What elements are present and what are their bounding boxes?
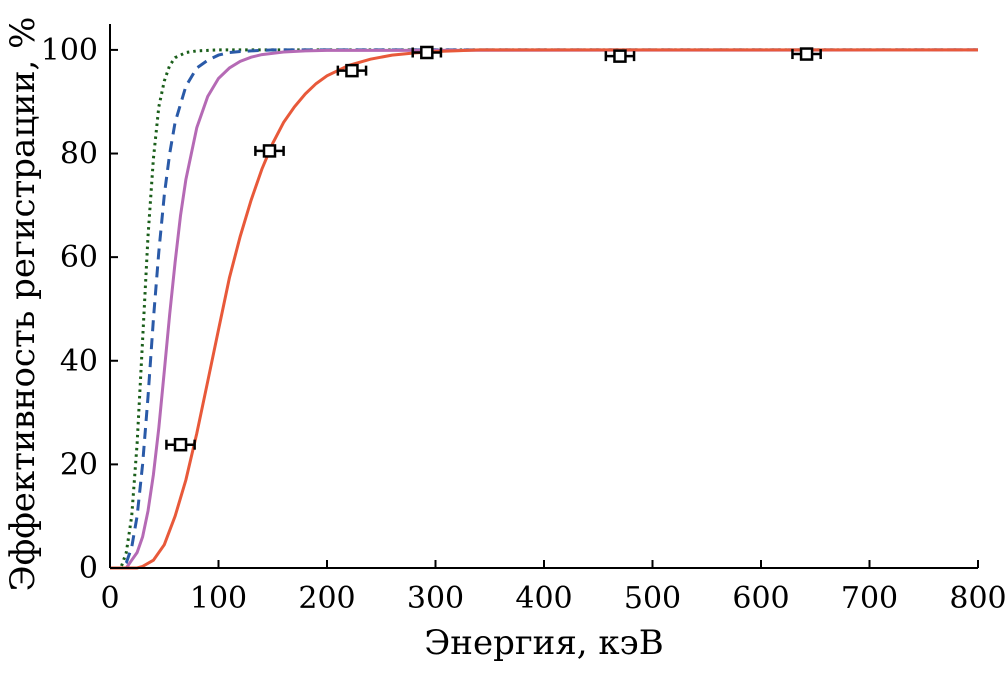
series-line-4 xyxy=(110,48,978,570)
x-tick-label: 400 xyxy=(515,581,572,616)
data-point xyxy=(604,49,636,63)
x-tick-label: 500 xyxy=(624,581,681,616)
y-tick-label: 40 xyxy=(60,344,98,379)
x-tick-label: 300 xyxy=(407,581,464,616)
square-marker xyxy=(799,47,814,61)
series-line-3 xyxy=(110,48,979,570)
x-tick-label: 600 xyxy=(732,581,789,616)
data-point xyxy=(336,63,368,78)
x-tick-label: 100 xyxy=(190,581,247,616)
y-tick-label: 80 xyxy=(60,137,98,172)
square-marker xyxy=(173,437,188,452)
series-line-2 xyxy=(110,48,978,570)
square-marker xyxy=(262,144,277,158)
data-point xyxy=(791,47,822,61)
data-points-layer xyxy=(165,45,822,452)
data-point xyxy=(254,144,285,158)
square-marker xyxy=(345,63,359,78)
x-tick-label: 800 xyxy=(949,581,1006,616)
series-line-1 xyxy=(110,48,978,570)
data-point xyxy=(411,45,443,60)
square-marker xyxy=(613,49,627,63)
y-tick-label: 100 xyxy=(41,33,98,68)
y-tick-label: 0 xyxy=(79,551,98,586)
y-axis-title: Эффективность регистрации, % xyxy=(3,17,43,592)
y-tick-label: 20 xyxy=(60,447,98,482)
x-axis-title: Энергия, кэВ xyxy=(424,623,663,663)
square-marker xyxy=(420,45,434,60)
x-tick-label: 0 xyxy=(100,581,119,616)
x-tick-label: 700 xyxy=(841,581,898,616)
x-ticks: 0 100 200 300 400 500 600 700 800 xyxy=(100,560,1007,616)
y-tick-label: 60 xyxy=(60,240,98,275)
curves-layer xyxy=(110,48,979,570)
data-point xyxy=(165,437,196,452)
x-tick-label: 200 xyxy=(298,581,355,616)
y-ticks: 0 20 40 60 80 100 xyxy=(41,33,118,586)
